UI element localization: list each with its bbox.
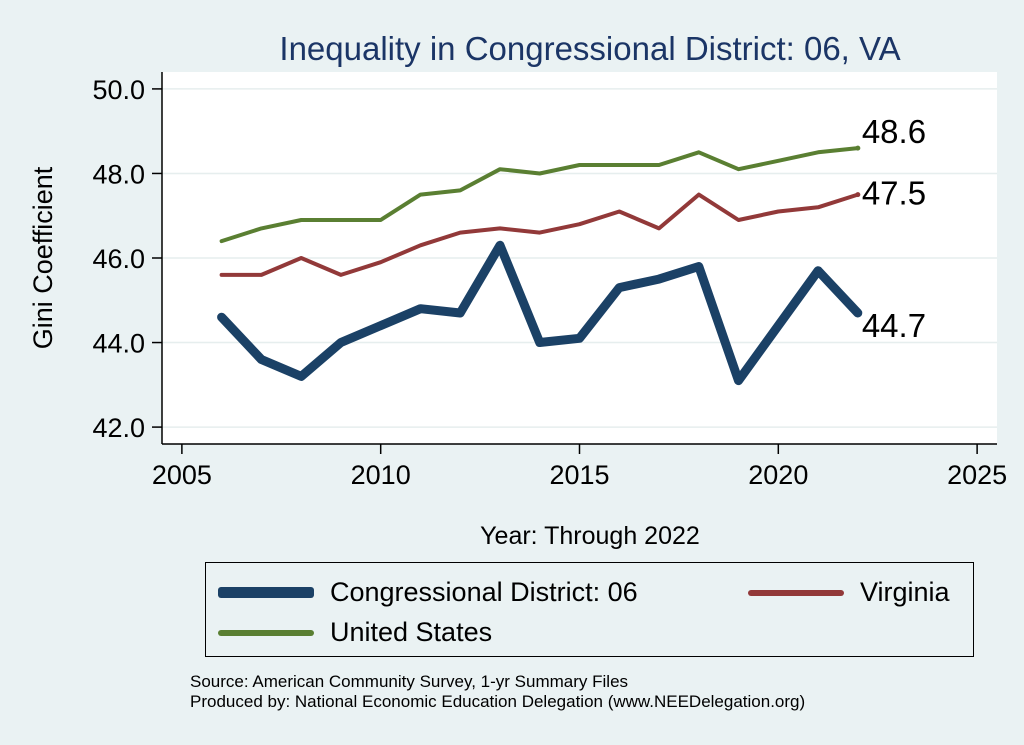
series-line-united-states: [219, 146, 860, 244]
produced-by-note: Produced by: National Economic Education…: [190, 692, 806, 711]
x-tick-label: 2005: [152, 460, 212, 490]
line-chart: 42.0 44.0 46.0 48.0 50.0 2005 2010 2015 2020 2025…: [28, 30, 1007, 550]
legend-swatch-district: [218, 587, 314, 598]
y-tick-label: 48.0: [92, 159, 145, 189]
series-line-virginia: [219, 192, 860, 277]
legend-swatch-virginia: [748, 589, 844, 596]
end-marker-district: [855, 310, 861, 316]
legend-label-virginia: Virginia: [860, 577, 950, 607]
legend-item-united-states: United States: [218, 617, 492, 648]
end-label-united-states: 48.6: [862, 113, 926, 150]
y-tick-label: 50.0: [92, 75, 145, 105]
end-label-virginia: 47.5: [862, 175, 926, 212]
legend-label-united-states: United States: [330, 617, 493, 647]
legend: Congressional District: 06 Virginia Unit…: [205, 562, 974, 657]
end-marker-united-states: [855, 145, 861, 151]
y-axis-label: Gini Coefficient: [28, 166, 58, 349]
y-tick-label: 44.0: [92, 329, 145, 359]
x-tick-label: 2025: [947, 460, 1007, 490]
legend-item-district: Congressional District: 06: [218, 577, 638, 608]
x-tick-label: 2015: [549, 460, 609, 490]
legend-swatch-united-states: [218, 629, 314, 636]
y-tick-label: 42.0: [92, 413, 145, 443]
y-tick-label: 46.0: [92, 244, 145, 274]
end-marker-virginia: [855, 192, 861, 198]
end-label-district: 44.7: [862, 307, 926, 344]
x-tick-label: 2020: [748, 460, 808, 490]
x-axis-label: Year: Through 2022: [480, 522, 700, 550]
source-notes: Source: American Community Survey, 1-yr …: [190, 672, 805, 712]
x-tick-label: 2010: [351, 460, 411, 490]
legend-item-virginia: Virginia: [748, 577, 950, 608]
series-line-district: [217, 240, 863, 386]
legend-label-district: Congressional District: 06: [330, 577, 638, 607]
chart-title: Inequality in Congressional District: 06…: [279, 30, 900, 67]
source-note: Source: American Community Survey, 1-yr …: [190, 672, 629, 691]
